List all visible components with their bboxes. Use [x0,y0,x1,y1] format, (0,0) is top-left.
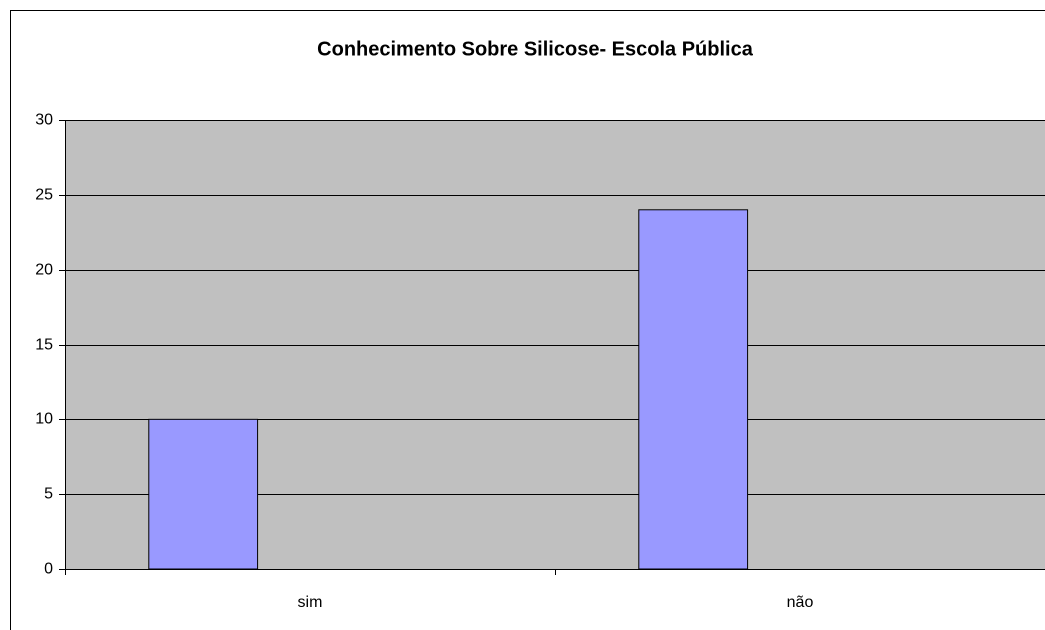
chart-title: Conhecimento Sobre Silicose- Escola Públ… [317,38,754,60]
bar [148,418,259,570]
y-tick-label: 0 [44,561,53,578]
bar [638,209,749,570]
y-tick-label: 10 [35,411,53,428]
y-tick-label: 5 [44,486,53,503]
x-tick-label: sim [298,594,323,611]
x-tick-label: não [787,594,814,611]
y-tick-label: 15 [35,337,53,354]
y-tick-label: 20 [35,262,53,279]
y-tick-label: 25 [35,187,53,204]
y-tick-label: 30 [35,112,53,129]
